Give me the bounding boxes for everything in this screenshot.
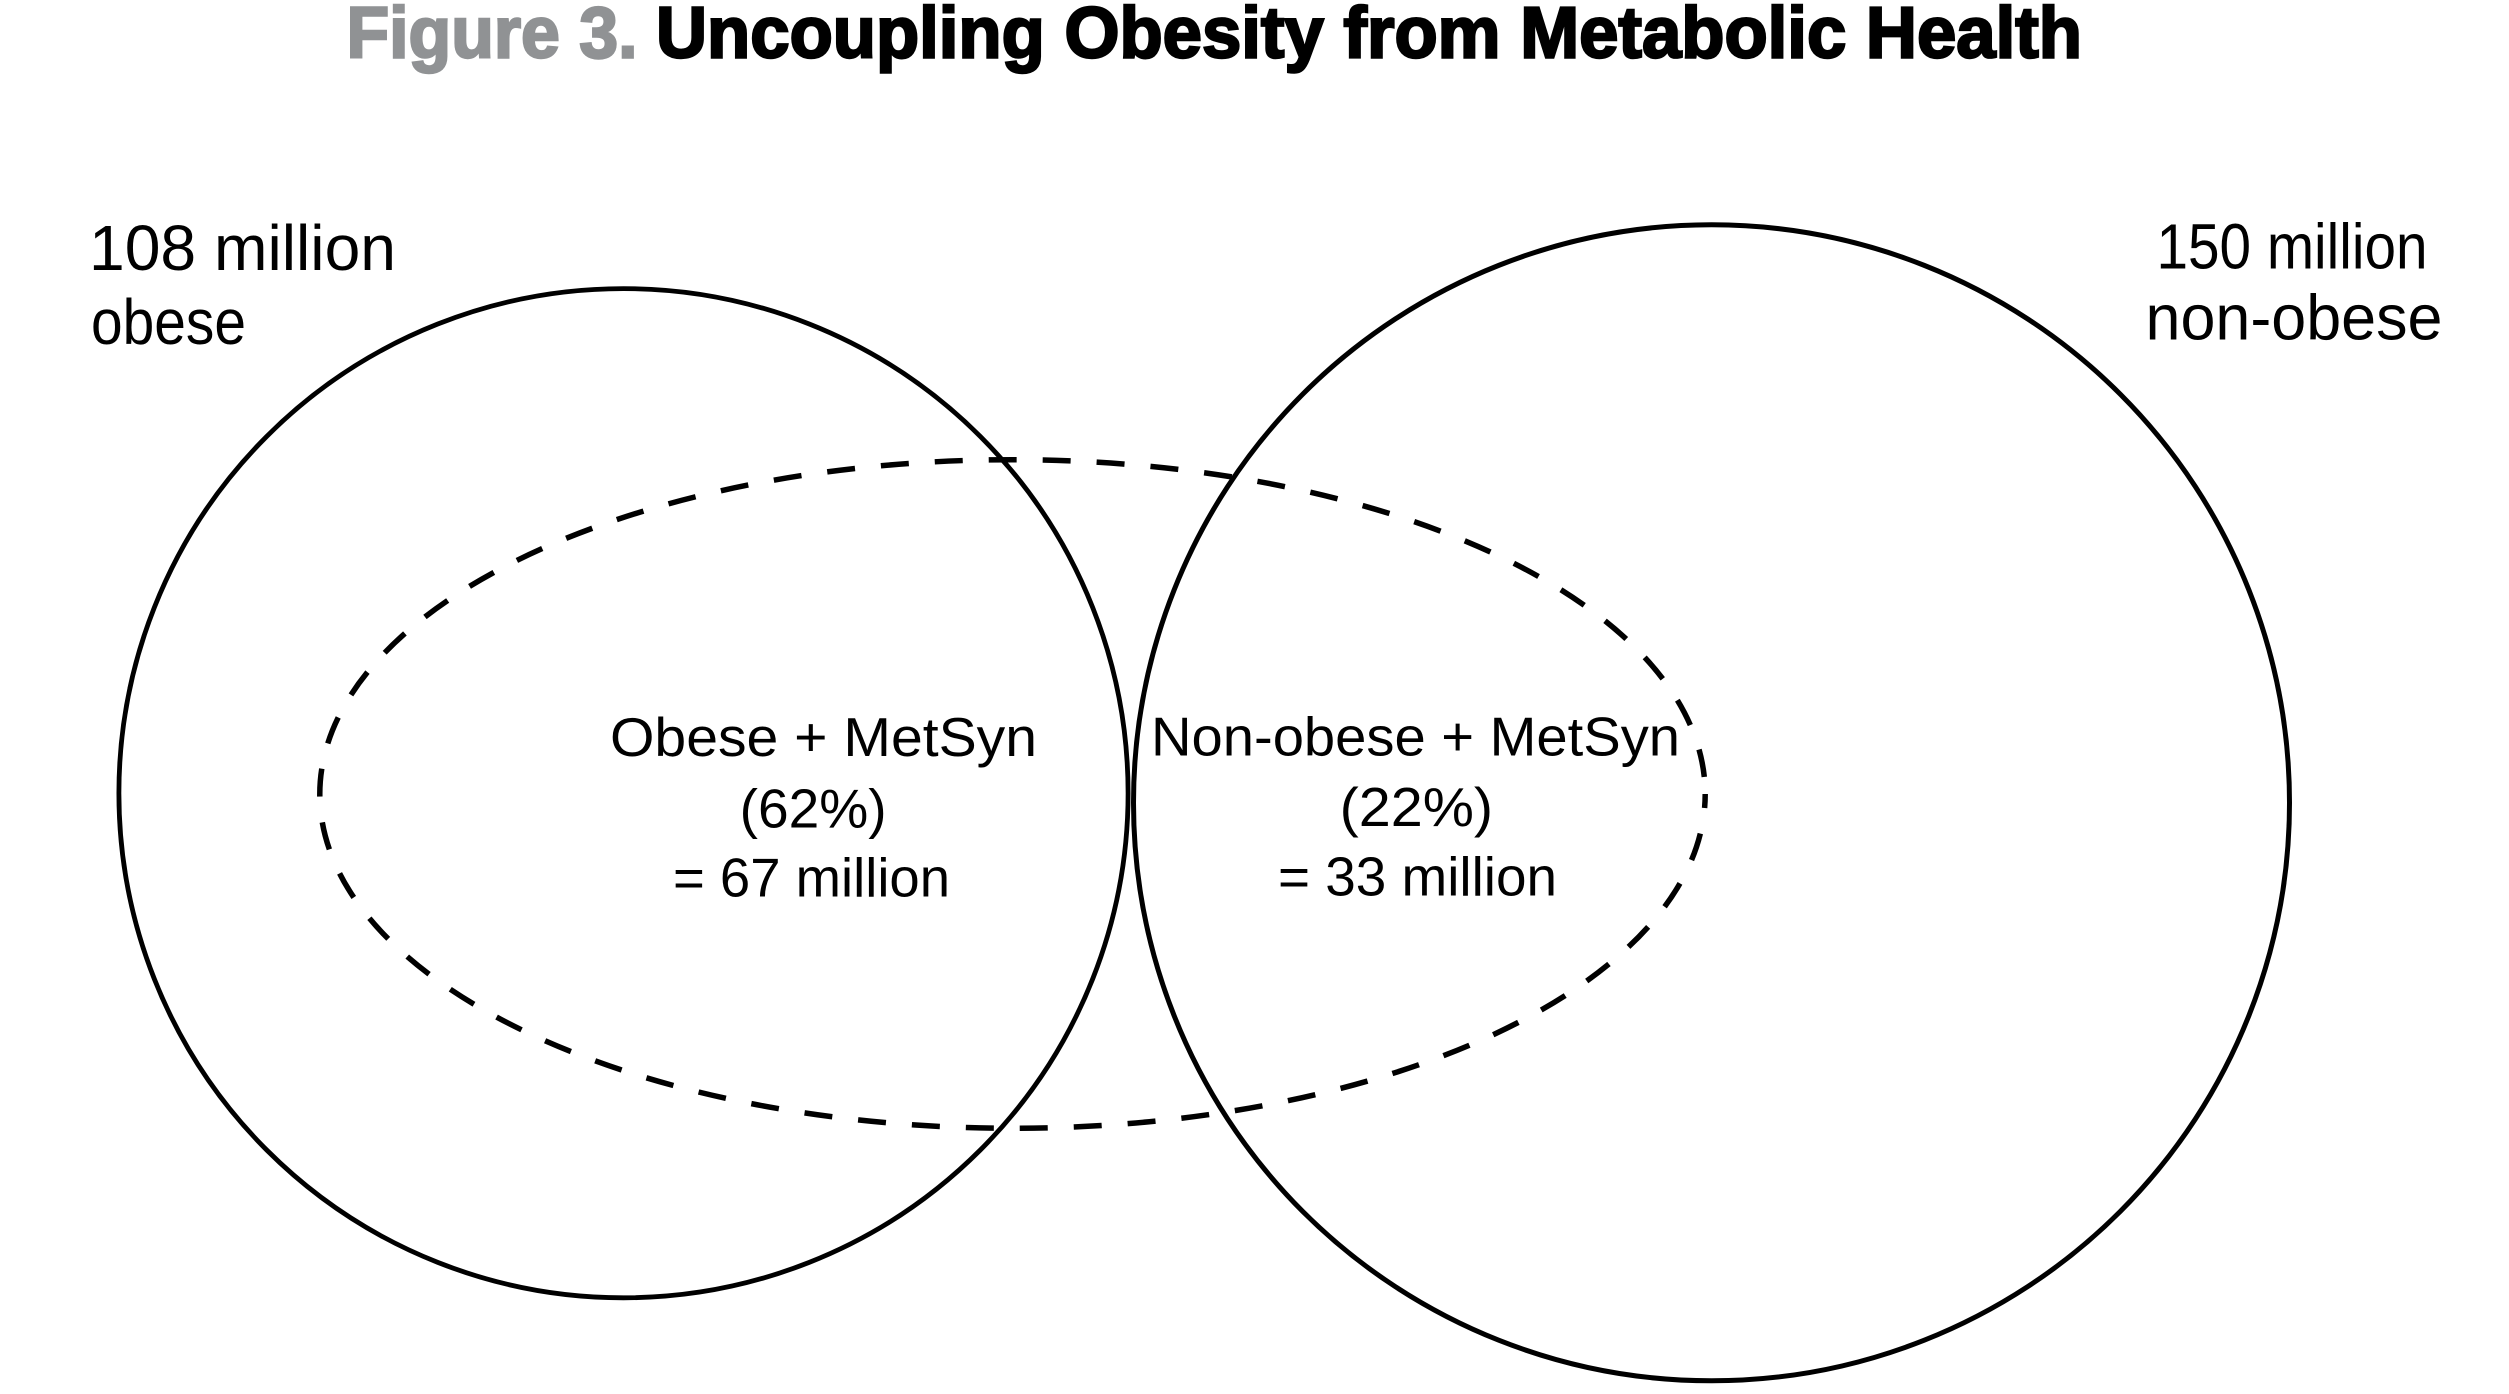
- svg-text:= 33 million: = 33 million: [1278, 846, 1557, 908]
- svg-text:non-obese: non-obese: [2146, 281, 2443, 353]
- svg-text:obese: obese: [91, 286, 246, 358]
- svg-text:(22%): (22%): [1340, 776, 1494, 838]
- svg-text:Figure 3.: Figure 3.: [347, 0, 638, 74]
- svg-text:= 67 million: = 67 million: [673, 847, 950, 909]
- svg-text:Obese + MetSyn: Obese + MetSyn: [610, 706, 1037, 768]
- svg-text:Uncoupling Obesity from Metabo: Uncoupling Obesity from Metabolic Health: [656, 0, 2082, 74]
- svg-text:(62%): (62%): [740, 778, 887, 840]
- svg-text:108 million: 108 million: [89, 212, 396, 284]
- svg-text:150 million: 150 million: [2157, 211, 2428, 283]
- svg-text:Non-obese + MetSyn: Non-obese + MetSyn: [1151, 706, 1680, 768]
